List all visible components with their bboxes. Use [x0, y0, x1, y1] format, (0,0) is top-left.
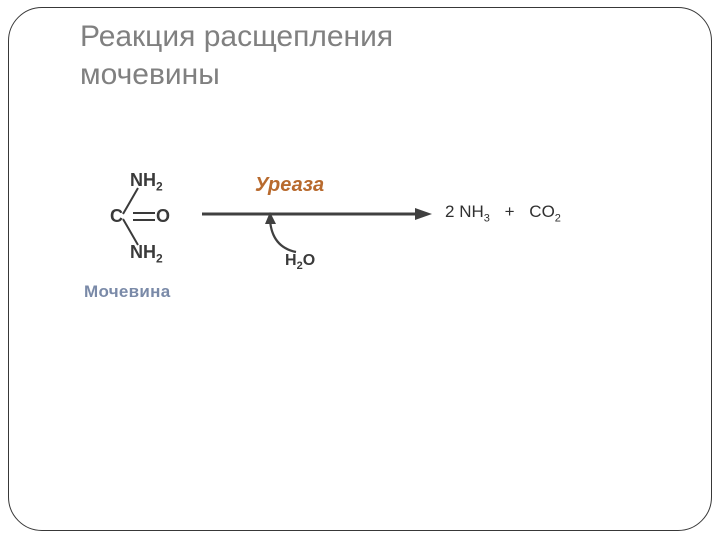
- nh-bot-sub: 2: [156, 252, 163, 266]
- product-2-main: CO: [529, 202, 555, 221]
- reaction-diagram: NH2 O C NH2 Мочевина Уреаза H2O: [90, 170, 630, 360]
- slide-title: Реакция расщепления мочевины: [80, 18, 393, 94]
- h2o-o: O: [303, 252, 315, 269]
- reaction-products: 2 NH3 + CO2: [445, 202, 561, 224]
- title-line-1: Реакция расщепления: [80, 20, 393, 53]
- product-coef-1: 2: [445, 202, 454, 221]
- water-reagent: H2O: [285, 252, 315, 272]
- urea-carbon: C: [110, 206, 123, 227]
- h2o-h: H: [285, 252, 297, 269]
- reaction-arrow: [200, 192, 435, 287]
- slide-container: Реакция расщепления мочевины NH2 O C NH2…: [0, 0, 720, 540]
- urea-oxygen: O: [156, 206, 170, 227]
- urea-label: Мочевина: [84, 282, 170, 302]
- product-1-main: NH: [459, 202, 484, 221]
- product-plus: +: [505, 202, 515, 222]
- urea-nh2-bottom: NH2: [130, 242, 163, 266]
- title-line-2: мочевины: [80, 58, 220, 91]
- product-2-sub: 2: [555, 212, 561, 224]
- product-1-sub: 3: [484, 212, 490, 224]
- nh-bot: NH: [130, 242, 156, 262]
